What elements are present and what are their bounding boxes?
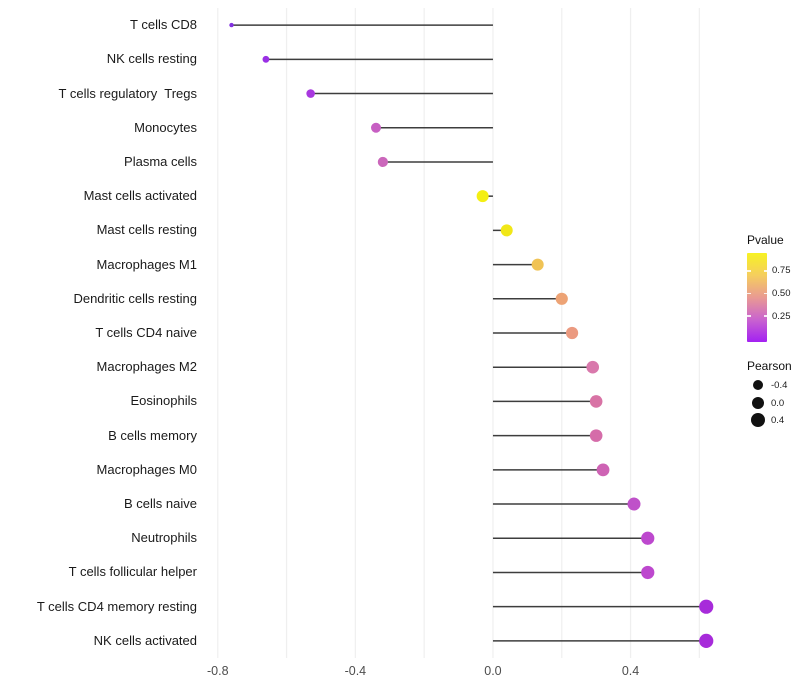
y-axis-label: NK cells resting xyxy=(106,51,197,67)
colorbar-tick xyxy=(747,270,751,272)
data-point xyxy=(229,22,234,28)
data-point xyxy=(262,55,270,63)
data-point xyxy=(699,599,714,614)
y-axis-label: Dendritic cells resting xyxy=(73,290,197,306)
data-point xyxy=(589,395,603,408)
data-point xyxy=(377,156,388,168)
data-point xyxy=(500,224,513,237)
data-point xyxy=(306,89,315,98)
x-axis-tick-label: -0.8 xyxy=(206,664,229,678)
y-axis-label: B cells memory xyxy=(108,427,197,443)
x-axis-tick-label: 0.0 xyxy=(484,664,502,678)
x-axis-tick-label: 0.4 xyxy=(621,664,640,678)
y-axis-label: Macrophages M1 xyxy=(96,256,197,272)
y-axis-label: T cells CD4 memory resting xyxy=(36,598,197,614)
data-points xyxy=(229,22,714,648)
data-point xyxy=(641,565,655,580)
lollipop-sticks xyxy=(231,24,707,642)
pearson-size-label: 0.4 xyxy=(771,414,785,426)
x-axis-tick-label: -0.4 xyxy=(344,664,367,678)
y-axis-label: T cells regulatory Tregs xyxy=(58,85,197,101)
colorbar-tick-label: 0.75 xyxy=(772,265,791,277)
gridlines xyxy=(217,8,700,658)
pearson-size-label: 0.0 xyxy=(771,397,785,409)
colorbar-tick-label: 0.50 xyxy=(772,287,791,299)
data-point xyxy=(586,360,600,374)
colorbar-tick-label: 0.25 xyxy=(772,310,791,322)
y-axis-label: B cells naive xyxy=(124,496,197,512)
colorbar-tick xyxy=(763,270,767,272)
y-axis-label: Macrophages M2 xyxy=(96,359,197,375)
y-axis-label: T cells CD4 naive xyxy=(95,325,197,340)
y-axis-label: Plasma cells xyxy=(124,153,197,169)
data-point xyxy=(589,429,603,442)
colorbar-tick xyxy=(763,315,767,317)
data-point xyxy=(476,190,489,203)
colorbar-tick xyxy=(747,292,751,295)
y-axis-label: T cells follicular helper xyxy=(68,564,197,580)
data-point xyxy=(565,326,579,340)
colorbar-tick xyxy=(763,292,767,295)
data-point xyxy=(531,258,544,271)
data-point xyxy=(371,122,381,133)
pearson-legend-title: Pearson xyxy=(747,359,792,373)
pearson-size-label: -0.4 xyxy=(771,379,788,391)
data-point xyxy=(555,292,568,305)
y-axis-label: Macrophages M0 xyxy=(96,461,197,477)
data-point xyxy=(627,497,641,511)
pvalue-legend-title: Pvalue xyxy=(747,233,784,247)
y-axis-label: Monocytes xyxy=(134,119,197,135)
data-point xyxy=(596,463,610,477)
y-axis-label: Mast cells activated xyxy=(83,188,197,204)
data-point xyxy=(641,531,655,545)
y-axis-label: T cells CD8 xyxy=(130,17,197,33)
data-point xyxy=(699,633,714,648)
pearson-size-dot xyxy=(751,397,764,409)
colorbar-tick xyxy=(747,315,751,317)
y-axis-label: Mast cells resting xyxy=(96,222,197,238)
y-axis-label: NK cells activated xyxy=(93,632,197,648)
pearson-size-dot xyxy=(752,380,763,390)
y-axis-label: Eosinophils xyxy=(130,393,198,409)
pvalue-colorbar xyxy=(747,253,767,342)
y-axis-label: Neutrophils xyxy=(131,530,197,546)
pearson-size-dot xyxy=(750,413,765,427)
